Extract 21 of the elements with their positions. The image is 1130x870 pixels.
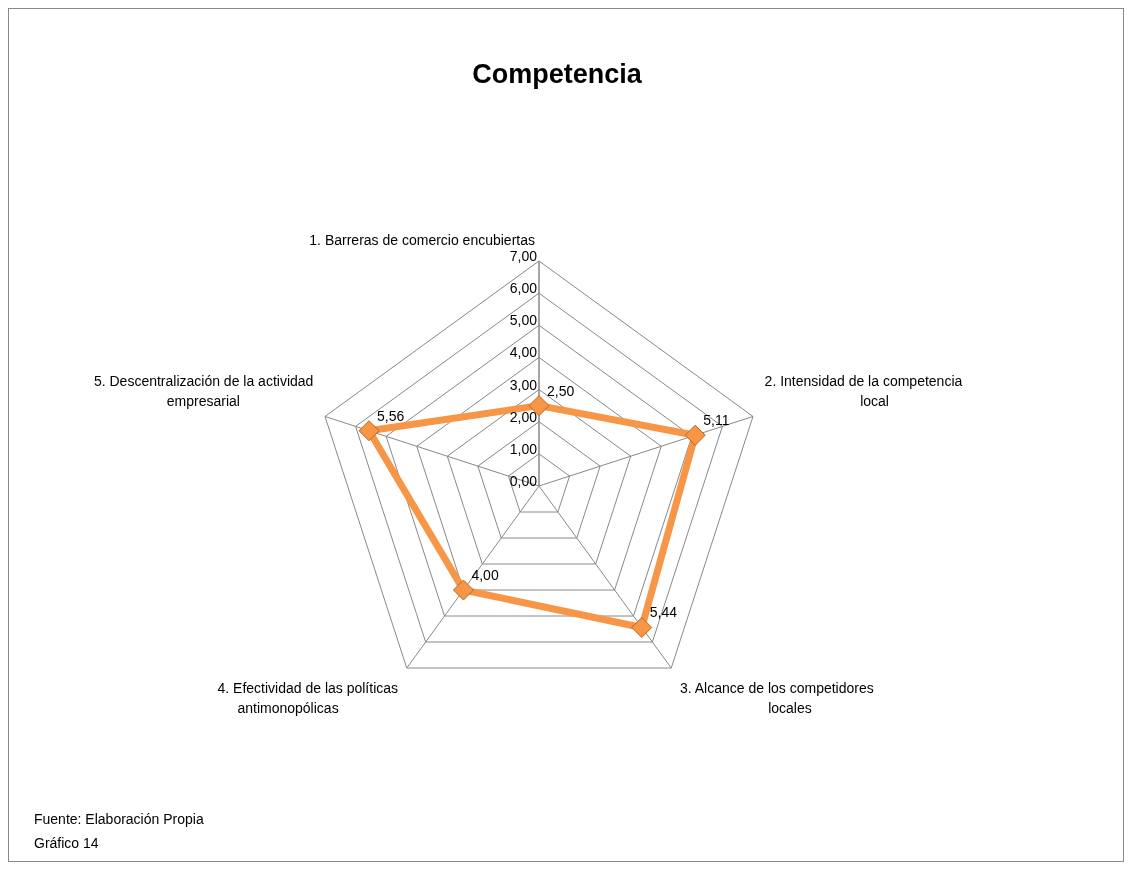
data-label: 2,50 <box>547 382 575 399</box>
data-label: 5,44 <box>649 604 678 621</box>
chart-title: Competencia <box>471 59 643 90</box>
y-tick-label: 0,00 <box>509 473 538 489</box>
source-note: Fuente: Elaboración Propia <box>34 811 204 827</box>
spoke-label: 3. Alcance de los competidores locales <box>679 679 874 716</box>
spoke-label: 5. Descentralización de la actividad empresarial <box>93 373 314 409</box>
y-tick-label: 7,00 <box>509 248 538 264</box>
spoke-label: 4. Efectividad de las políticas antimonopólicas <box>217 679 399 716</box>
y-tick-label: 3,00 <box>509 376 538 393</box>
data-label: 4,00 <box>471 567 499 584</box>
y-tick-label: 6,00 <box>509 280 538 297</box>
y-tick-label: 4,00 <box>509 344 538 361</box>
spoke-label: 1. Barreras de comercio encubiertas <box>309 232 535 248</box>
data-label: 5,56 <box>377 407 405 424</box>
data-label: 5,11 <box>703 412 730 429</box>
spoke-label: 2. Intensidad de la competencia local <box>764 373 963 409</box>
y-tick-label: 1,00 <box>509 440 538 457</box>
y-tick-label: 5,00 <box>509 312 538 329</box>
text: Gráfico 14 <box>34 835 99 851</box>
y-tick-label: 2,00 <box>509 408 538 425</box>
